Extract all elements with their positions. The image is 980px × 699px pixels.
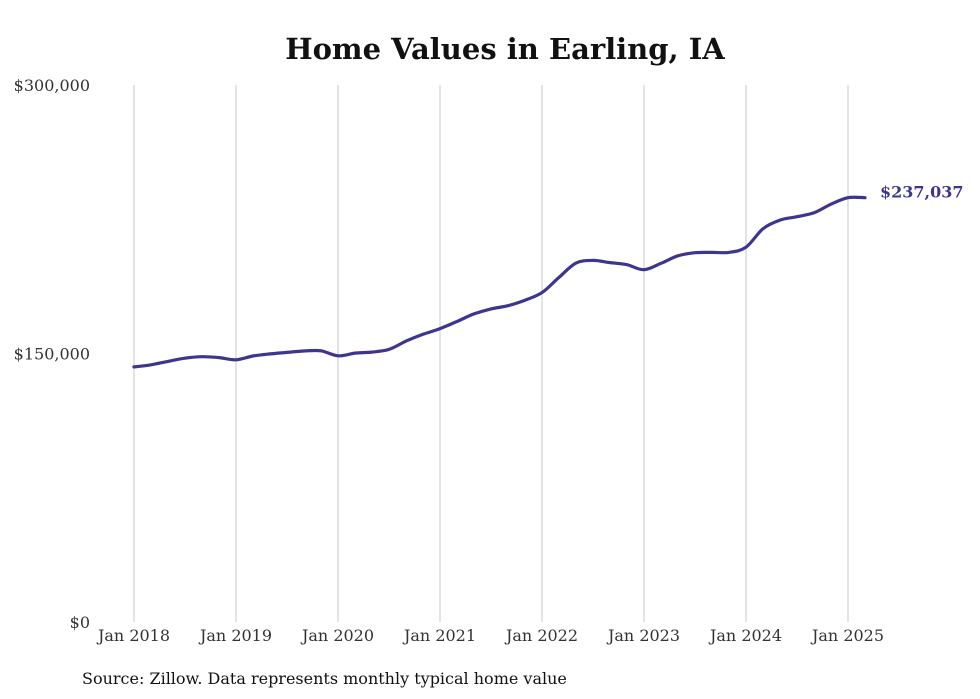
chart-title: Home Values in Earling, IA [285,32,725,66]
series-layer [132,195,867,369]
x-tick-label-5: Jan 2023 [606,626,680,645]
end-value-label: $237,037 [880,183,964,202]
x-tick-label-7: Jan 2025 [810,626,884,645]
series-line-0 [132,195,867,369]
source-note: Source: Zillow. Data represents monthly … [82,669,567,688]
x-tick-label-1: Jan 2019 [198,626,272,645]
x-axis: Jan 2018 Jan 2019 Jan 2020 Jan 2021 Jan 2022… [96,626,884,645]
x-tick-label-0: Jan 2018 [96,626,170,645]
y-axis: $0 $150,000 $300,000 [14,76,90,632]
x-tick-label-3: Jan 2021 [402,626,476,645]
x-tick-label-4: Jan 2022 [504,626,578,645]
x-tick-label-2: Jan 2020 [300,626,374,645]
y-tick-label-1: $150,000 [14,345,90,364]
y-tick-label-2: $300,000 [14,76,90,95]
y-tick-label-0: $0 [70,613,90,632]
vertical-gridlines [133,85,849,622]
x-tick-label-6: Jan 2024 [708,626,782,645]
